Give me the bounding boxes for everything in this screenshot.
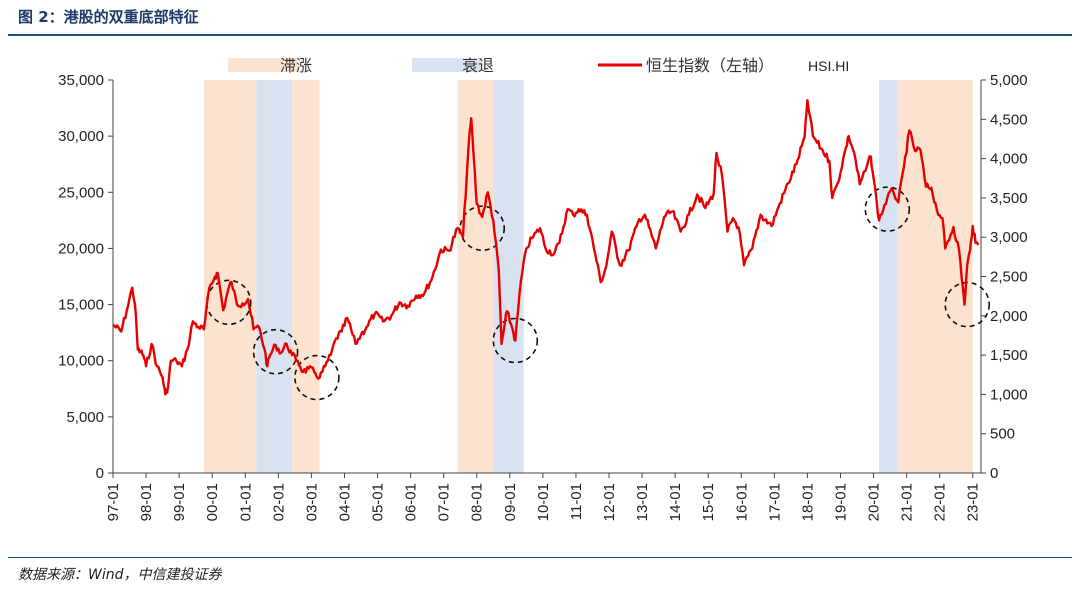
x-tick-label: 04-01 (336, 483, 353, 521)
header-rule (8, 34, 1072, 36)
source-note: 数据来源：Wind，中信建投证券 (18, 567, 222, 583)
y-tick-label-right: 1,500 (990, 347, 1028, 364)
annotation-circle-6 (944, 281, 991, 328)
x-tick-label: 20-01 (866, 483, 883, 521)
legend-label-stagflation: 滞涨 (280, 56, 312, 75)
y-tick-label-left: 0 (96, 465, 104, 482)
x-tick-label: 01-01 (237, 483, 254, 521)
period-bands (203, 80, 973, 473)
legend-swatch-recession (412, 58, 482, 72)
y-tick-label-right: 500 (990, 426, 1015, 443)
x-tick-label: 00-01 (204, 483, 221, 521)
x-tick-label: 10-01 (535, 483, 552, 521)
band-stagflation-3 (457, 80, 494, 473)
band-recession-5 (879, 80, 899, 473)
x-tick-label: 18-01 (799, 483, 816, 521)
x-tick-label: 12-01 (601, 483, 618, 521)
y-tick-label-left: 35,000 (58, 72, 104, 89)
annotation-circle-5 (864, 186, 911, 232)
band-recession-1 (256, 80, 293, 473)
x-tick-label: 22-01 (932, 483, 949, 521)
annotations (205, 186, 991, 401)
x-tick-label: 07-01 (436, 483, 453, 521)
y-tick-label-left: 30,000 (58, 128, 104, 145)
y-tick-label-right: 2,500 (990, 269, 1028, 286)
x-tick-label: 02-01 (270, 483, 287, 521)
chart-svg: 0 5,000 10,000 15,000 20,000 25,000 30,000 35,0… (58, 56, 1027, 521)
x-tick-label: 14-01 (667, 483, 684, 521)
x-tick-label: 23-01 (965, 483, 982, 521)
y-tick-label-right: 4,500 (990, 111, 1028, 128)
x-tick-label: 11-01 (568, 483, 585, 520)
x-tick-label: 03-01 (303, 483, 320, 521)
legend-label-hsi: 恒生指数（左轴） (646, 56, 774, 75)
legend-swatch-stagflation (228, 58, 298, 72)
annotation-circle-2 (294, 354, 340, 401)
y-tick-label-left: 20,000 (58, 240, 104, 257)
annotation-circle-1 (252, 328, 299, 375)
x-tick-label: 06-01 (403, 483, 420, 521)
y-tick-label-right: 3,000 (990, 229, 1028, 246)
legend-label-hsi-suffix: HSI.HI (808, 58, 849, 74)
x-tick-label: 16-01 (733, 483, 750, 521)
annotation-circle-3 (459, 205, 506, 252)
y-tick-label-right: 0 (990, 465, 998, 482)
x-tick-label: 15-01 (700, 483, 717, 521)
annotation-circle-0 (205, 279, 252, 326)
x-tick-label: 17-01 (766, 483, 783, 521)
band-stagflation-2 (292, 80, 320, 473)
annotation-circle-4 (492, 317, 539, 364)
x-tick-label: 21-01 (899, 483, 916, 521)
x-tick-label: 13-01 (634, 483, 651, 521)
footer-rule (8, 557, 1072, 558)
y-tick-label-left: 10,000 (58, 353, 104, 370)
series-line-hsi (112, 99, 980, 396)
axes: 0 5,000 10,000 15,000 20,000 25,000 30,000 35,0… (58, 72, 1027, 521)
y-tick-label-left: 5,000 (66, 409, 104, 426)
y-tick-label-right: 4,000 (990, 151, 1028, 168)
figure-title: 图 2：港股的双重底部特征 (18, 8, 199, 26)
band-stagflation-0 (203, 80, 257, 473)
x-tick-label: 05-01 (370, 483, 387, 521)
x-tick-label: 98-01 (138, 483, 155, 521)
y-tick-label-right: 1,000 (990, 386, 1028, 403)
x-tick-label: 97-01 (105, 483, 122, 521)
x-tick-label: 09-01 (502, 483, 519, 521)
y-tick-label-right: 5,000 (990, 72, 1028, 89)
y-tick-label-left: 25,000 (58, 184, 104, 201)
y-tick-label-right: 2,000 (990, 308, 1028, 325)
legend-label-recession: 衰退 (462, 56, 494, 75)
y-tick-label-left: 15,000 (58, 297, 104, 314)
band-stagflation-6 (898, 80, 973, 473)
x-tick-label: 99-01 (171, 483, 188, 521)
y-tick-label-right: 3,500 (990, 190, 1028, 207)
x-tick-label: 19-01 (832, 483, 849, 521)
legend: 滞涨 衰退 恒生指数（左轴） HSI.HI (228, 56, 849, 75)
x-tick-label: 08-01 (469, 483, 486, 521)
